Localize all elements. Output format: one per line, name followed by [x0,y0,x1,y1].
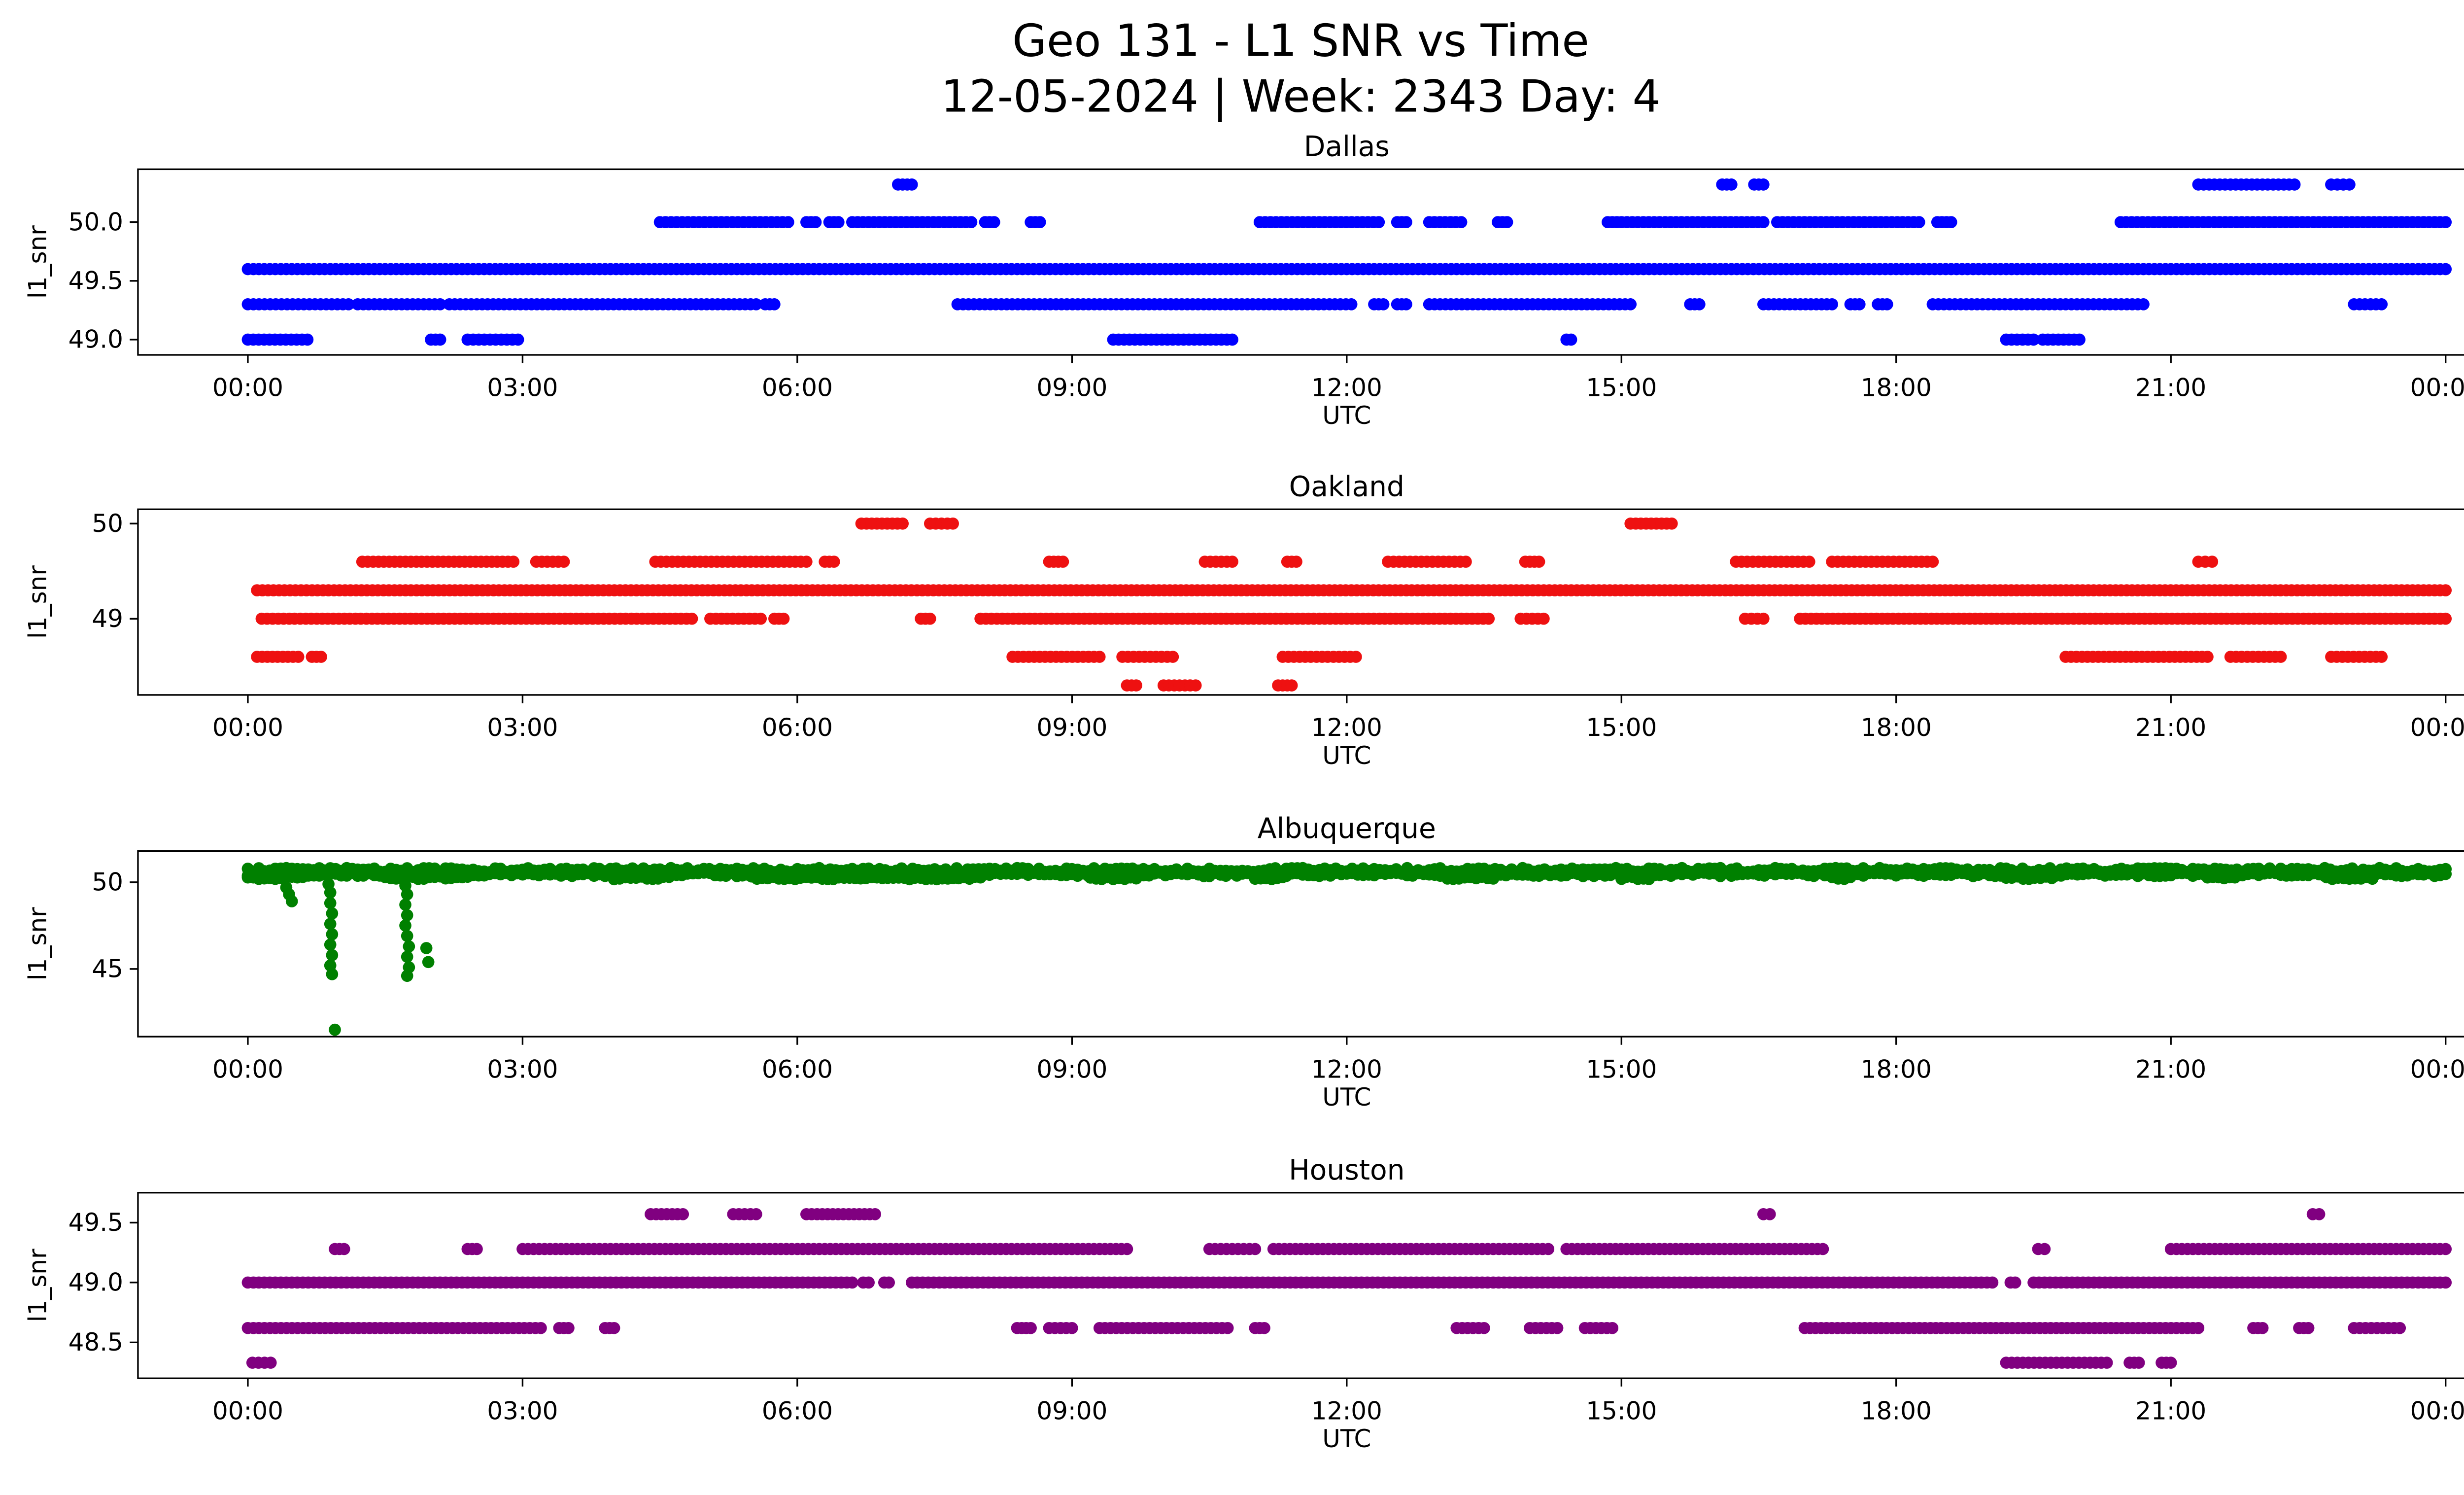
x-tick-label: 15:00 [1586,713,1657,742]
y-tick-label: 49 [92,604,123,633]
x-tick-label: 00:00 [212,713,283,742]
x-tick-label: 09:00 [1036,1055,1107,1083]
y-axis-label: l1_snr [23,1249,52,1322]
x-tick-label: 21:00 [2135,1397,2206,1425]
axes-frame [137,850,2464,1038]
x-tick-label: 09:00 [1036,713,1107,742]
subplot-title: Dallas [1304,131,1390,163]
subplot-title: Oakland [1289,471,1404,503]
tick-layer: 00:00 03:00 06:00 09:00 12:00 15:00 18:00 21:00… [92,868,2464,1083]
axes-frame [137,168,2464,356]
subplot-dallas: Dallas l1_snr UTC 00:00 03:00 06:00 09:00 12… [23,131,2464,430]
subplot-oakland: Oakland l1_snr UTC 00:00 03:00 06:00 09:00 1… [23,471,2464,770]
subplot-title: Albuquerque [1258,812,1436,845]
x-tick-label: 06:00 [762,373,833,402]
scatter-points [241,1208,2452,1369]
x-tick-label: 18:00 [1861,713,1932,742]
x-tick-label: 15:00 [1586,1055,1657,1083]
x-tick-label: 00:00 [2410,713,2464,742]
tick-layer: 00:00 03:00 06:00 09:00 12:00 15:00 18:00 21:00… [68,1208,2464,1425]
y-tick-label: 49.5 [68,1208,123,1237]
x-axis-label: UTC [1322,401,1371,430]
x-tick-label: 18:00 [1861,373,1932,402]
x-tick-label: 00:00 [212,373,283,402]
y-tick-label: 50 [92,509,123,538]
x-tick-label: 06:00 [762,1055,833,1083]
x-tick-label: 21:00 [2135,713,2206,742]
x-tick-label: 03:00 [487,373,558,402]
x-tick-label: 15:00 [1586,1397,1657,1425]
x-tick-label: 21:00 [2135,373,2206,402]
x-tick-label: 03:00 [487,1055,558,1083]
x-tick-label: 12:00 [1311,1055,1382,1083]
y-tick-label: 49.0 [68,325,123,354]
x-tick-label: 00:00 [2410,1397,2464,1425]
figure-subtitle: 12-05-2024 | Week: 2343 Day: 4 [941,71,1661,123]
subplot-houston: Houston l1_snr UTC 00:00 03:00 06:00 09:00 1… [23,1154,2464,1453]
x-tick-label: 00:00 [2410,1055,2464,1083]
x-axis-label: UTC [1322,1083,1371,1112]
figure-title: Geo 131 - L1 SNR vs Time [1012,15,1589,67]
x-tick-label: 12:00 [1311,713,1382,742]
x-tick-label: 03:00 [487,1397,558,1425]
y-tick-label: 45 [92,954,123,983]
x-tick-label: 12:00 [1311,373,1382,402]
x-tick-label: 03:00 [487,713,558,742]
x-tick-label: 06:00 [762,713,833,742]
axes-frame [137,508,2464,696]
y-tick-label: 48.5 [68,1328,123,1356]
tick-layer: 00:00 03:00 06:00 09:00 12:00 15:00 18:00 21:00… [92,509,2464,742]
x-tick-label: 09:00 [1036,373,1107,402]
y-axis-label: l1_snr [23,565,52,639]
y-axis-label: l1_snr [23,907,52,980]
y-tick-label: 50 [92,868,123,896]
x-tick-label: 00:00 [2410,373,2464,402]
y-axis-label: l1_snr [23,225,52,299]
y-tick-label: 49.0 [68,1268,123,1297]
x-axis-label: UTC [1322,741,1371,770]
scatter-points [241,862,2452,1036]
subplot-albuquerque: Albuquerque l1_snr UTC 00:00 03:00 06:00 09… [23,812,2464,1112]
x-tick-label: 09:00 [1036,1397,1107,1425]
subplot-title: Houston [1289,1154,1404,1186]
x-tick-label: 21:00 [2135,1055,2206,1083]
x-tick-label: 18:00 [1861,1055,1932,1083]
x-tick-label: 06:00 [762,1397,833,1425]
x-axis-label: UTC [1322,1425,1371,1453]
y-tick-label: 50.0 [68,208,123,236]
x-tick-label: 00:00 [212,1397,283,1425]
x-tick-label: 15:00 [1586,373,1657,402]
axes-frame [137,1191,2464,1379]
x-tick-label: 18:00 [1861,1397,1932,1425]
scatter-points [251,517,2452,692]
y-tick-label: 49.5 [68,266,123,295]
x-tick-label: 00:00 [212,1055,283,1083]
x-tick-label: 12:00 [1311,1397,1382,1425]
scatter-points [241,178,2452,346]
tick-layer: 00:00 03:00 06:00 09:00 12:00 15:00 18:00 21:00… [68,208,2464,402]
